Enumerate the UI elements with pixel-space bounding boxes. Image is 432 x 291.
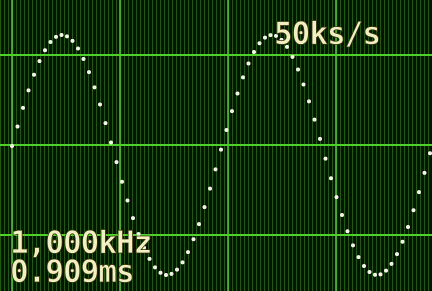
trace-dot [324, 157, 328, 161]
period: 0.909ms [10, 254, 134, 290]
trace-dot [401, 240, 405, 244]
trace-dot [269, 33, 273, 37]
trace-dot [335, 195, 339, 199]
trace-dot [346, 229, 350, 233]
trace-dot [54, 35, 58, 39]
trace-dot [82, 57, 86, 61]
trace-dot [373, 273, 377, 277]
trace-dot [263, 36, 267, 40]
trace-dot [329, 176, 333, 180]
trace-dot [340, 213, 344, 217]
trace-dot [71, 39, 75, 43]
trace-dot [10, 144, 14, 148]
trace-dot [186, 250, 190, 254]
trace-dot [65, 34, 69, 38]
trace-dot [60, 33, 64, 37]
trace-dot [258, 41, 262, 45]
trace-dot [313, 118, 317, 122]
trace-dot [32, 73, 36, 77]
trace-dot [302, 82, 306, 86]
trace-dot [252, 50, 256, 54]
trace-dot [197, 222, 201, 226]
trace-dot [362, 264, 366, 268]
trace-dot [153, 265, 157, 269]
trace-dot [27, 88, 31, 92]
trace-dot [126, 199, 130, 203]
trace-dot [423, 171, 427, 175]
trace-dot [236, 91, 240, 95]
oscilloscope-screen: 50ks/s 1,000kHz 0.909ms [0, 0, 432, 291]
trace-dot [16, 125, 20, 129]
trace-dot [93, 85, 97, 89]
trace-dot [225, 128, 229, 132]
trace-dot [49, 40, 53, 44]
trace-dot [241, 75, 245, 79]
trace-dot [38, 59, 42, 63]
trace-dot [109, 140, 113, 144]
trace-dot [131, 216, 135, 220]
trace-dot [357, 255, 361, 259]
trace-dot [351, 243, 355, 247]
trace-dot [208, 187, 212, 191]
trace-dot [181, 260, 185, 264]
trace-dot [417, 190, 421, 194]
trace-dot [203, 205, 207, 209]
trace-dot [296, 68, 300, 72]
trace-dot [390, 262, 394, 266]
trace-dot [406, 225, 410, 229]
trace-dot [120, 180, 124, 184]
trace-dot [43, 48, 47, 52]
trace-dot [159, 271, 163, 275]
trace-dot [115, 160, 119, 164]
trace-dot [291, 55, 295, 59]
trace-dot [219, 148, 223, 152]
trace-dot [175, 268, 179, 272]
trace-dot [87, 70, 91, 74]
trace-dot [379, 272, 383, 276]
trace-dot [214, 167, 218, 171]
trace-dot [368, 270, 372, 274]
trace-dot [170, 272, 174, 276]
sample-rate: 50ks/s [274, 16, 380, 52]
trace-dot [164, 273, 168, 277]
trace-dot [21, 106, 25, 110]
trace-dot [247, 61, 251, 65]
trace-dot [104, 121, 108, 125]
trace-dot [428, 151, 432, 155]
trace-dot [76, 46, 80, 50]
trace-dot [307, 99, 311, 103]
trace-dot [395, 252, 399, 256]
trace-dot [318, 137, 322, 141]
trace-dot [98, 103, 102, 107]
trace-dot [192, 237, 196, 241]
scope-display: 50ks/s 1,000kHz 0.909ms [0, 0, 432, 291]
trace-dot [384, 269, 388, 273]
trace-dot [230, 109, 234, 113]
trace-dot [412, 208, 416, 212]
